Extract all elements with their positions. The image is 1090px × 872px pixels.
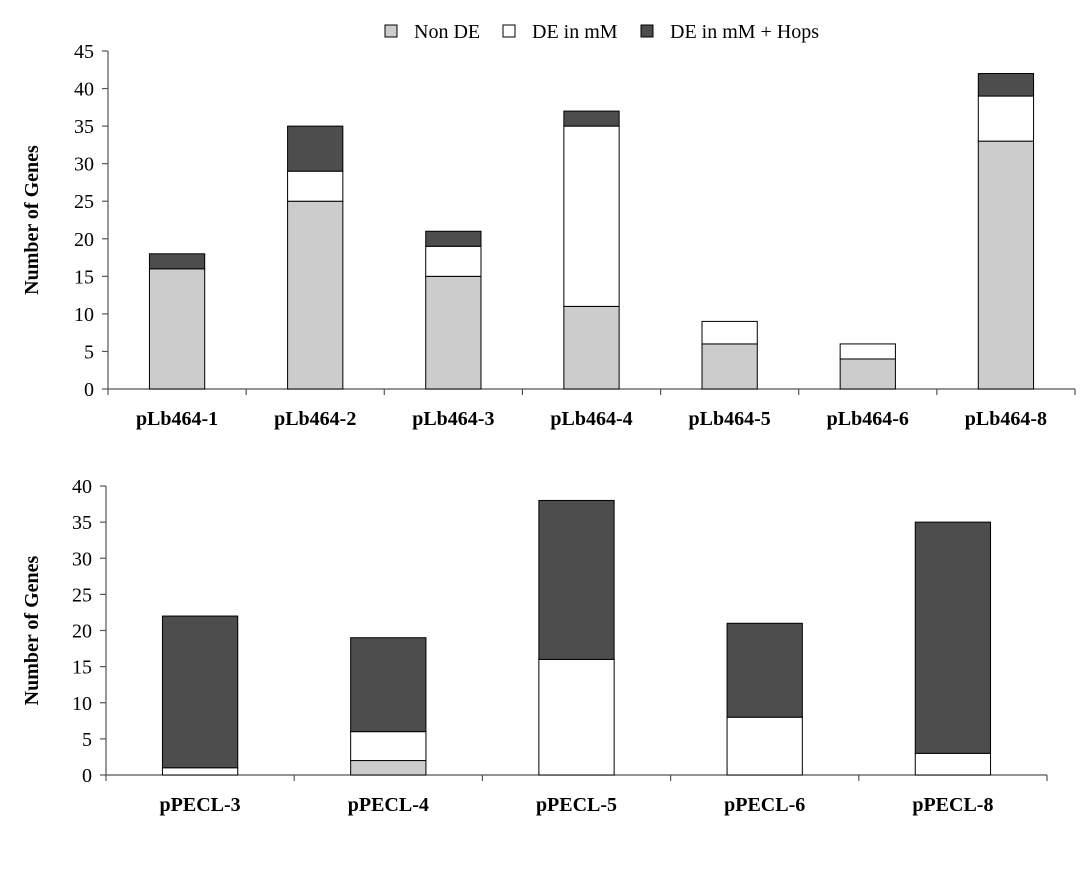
y-tick-label: 25 xyxy=(74,191,94,213)
x-tick-label-plb464-8: pLb464-8 xyxy=(965,408,1047,430)
legend-swatch-de-in-mm-hops xyxy=(640,24,654,38)
bar-plb464-2-non-de xyxy=(287,200,344,390)
x-tick-label-plb464-5: pLb464-5 xyxy=(689,408,771,430)
y-tick-label: 40 xyxy=(74,79,94,101)
bar-ppecl-6-de-in-mm-hops xyxy=(726,622,803,718)
bar-plb464-5-non-de xyxy=(701,343,758,390)
legend-swatch-non-de xyxy=(384,24,398,38)
x-tick-label-ppecl-3: pPECL-3 xyxy=(160,794,241,816)
x-tick-label-plb464-4: pLb464-4 xyxy=(550,408,632,430)
y-tick-label: 35 xyxy=(74,116,94,138)
y-tick-label: 5 xyxy=(82,729,92,751)
y-tick-label: 10 xyxy=(72,693,92,715)
y-tick-label: 45 xyxy=(74,41,94,63)
y-tick-label: 40 xyxy=(72,476,92,498)
x-tick-label-ppecl-4: pPECL-4 xyxy=(348,794,429,816)
y-tick-label: 30 xyxy=(72,548,92,570)
legend-label-de-in-mm-hops: DE in mM + Hops xyxy=(670,21,819,43)
bar-ppecl-5-de-in-mm-hops xyxy=(538,499,615,660)
bar-plb464-1-de-in-mm-hops xyxy=(148,253,206,270)
bar-plb464-3-de-in-mm xyxy=(425,245,482,277)
bar-ppecl-3-de-in-mm-hops xyxy=(161,615,239,769)
bar-plb464-4-non-de xyxy=(563,305,620,390)
bar-plb464-8-de-in-mm-hops xyxy=(977,73,1035,97)
bar-plb464-3-de-in-mm-hops xyxy=(425,230,482,247)
chart-plasmids-pPECL: 0 5 10 15 20 25 30 35 40 pPECL-3 pPECL-4 pPECL-5 pPE… xyxy=(21,476,1048,816)
y-tick-label: 20 xyxy=(72,621,92,643)
bar-plb464-8-non-de xyxy=(977,140,1035,390)
x-tick-label-ppecl-6: pPECL-6 xyxy=(724,794,805,816)
bar-plb464-1-non-de xyxy=(148,268,206,390)
bar-plb464-2-de-in-mm-hops xyxy=(287,125,344,172)
y-axis-label: Number of Genes xyxy=(21,555,43,705)
y-tick-label: 0 xyxy=(84,379,94,401)
x-tick-label-plb464-2: pLb464-2 xyxy=(274,408,356,430)
legend-swatch-de-in-mm xyxy=(502,24,516,38)
bar-ppecl-6-de-in-mm xyxy=(726,716,803,776)
legend-label-de-in-mm: DE in mM xyxy=(532,21,618,43)
bar-ppecl-8-de-in-mm-hops xyxy=(914,521,992,754)
bar-plb464-8-de-in-mm xyxy=(977,95,1035,142)
chart-plasmids-pLb464: 0 5 10 15 20 25 30 35 40 45 pLb464-1 pLb464-2 pLb464… xyxy=(21,41,1076,430)
y-tick-label: 35 xyxy=(72,512,92,534)
y-tick-label: 10 xyxy=(74,304,94,326)
bar-plb464-2-de-in-mm xyxy=(287,170,344,202)
y-tick-label: 0 xyxy=(82,765,92,787)
bar-plb464-3-non-de xyxy=(425,275,482,390)
x-tick-label-ppecl-5: pPECL-5 xyxy=(536,794,617,816)
y-tick-label: 30 xyxy=(74,154,94,176)
x-tick-label-ppecl-8: pPECL-8 xyxy=(912,794,993,816)
bar-ppecl-3-de-in-mm xyxy=(161,767,239,776)
y-tick-label: 20 xyxy=(74,229,94,251)
bar-ppecl-4-de-in-mm xyxy=(350,731,427,762)
x-tick-label-plb464-6: pLb464-6 xyxy=(827,408,909,430)
legend: Non DE DE in mM DE in mM + Hops xyxy=(384,21,819,43)
bar-plb464-6-non-de xyxy=(839,358,896,390)
y-axis-label: Number of Genes xyxy=(21,145,43,295)
bar-ppecl-8-de-in-mm xyxy=(914,752,992,776)
bar-ppecl-4-non-de xyxy=(350,760,427,776)
bar-plb464-4-de-in-mm-hops xyxy=(563,110,620,127)
y-tick-label: 15 xyxy=(72,657,92,679)
bar-ppecl-5-de-in-mm xyxy=(538,658,615,776)
bar-plb464-5-de-in-mm xyxy=(701,320,758,345)
x-tick-label-plb464-3: pLb464-3 xyxy=(412,408,494,430)
bar-plb464-6-de-in-mm xyxy=(839,343,896,360)
y-tick-label: 25 xyxy=(72,584,92,606)
bar-plb464-4-de-in-mm xyxy=(563,125,620,307)
x-tick-label-plb464-1: pLb464-1 xyxy=(136,408,218,430)
y-tick-label: 15 xyxy=(74,266,94,288)
bar-ppecl-4-de-in-mm-hops xyxy=(350,637,427,733)
legend-label-non-de: Non DE xyxy=(414,21,480,43)
y-tick-label: 5 xyxy=(84,341,94,363)
